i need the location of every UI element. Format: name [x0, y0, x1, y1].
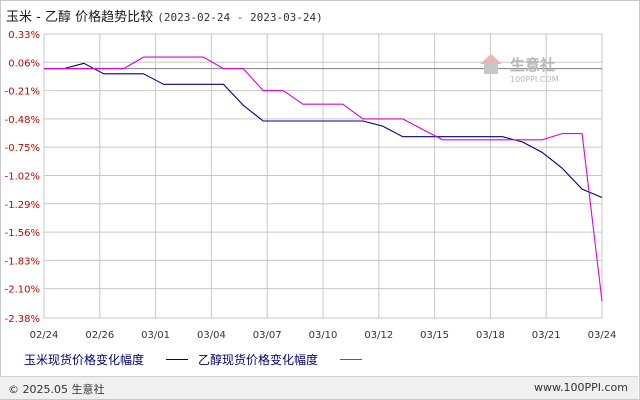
y-tick-label: -1.02% [5, 171, 40, 182]
y-tick-label: -0.75% [5, 143, 40, 154]
watermark-house-body [484, 64, 498, 74]
watermark-house-icon [480, 54, 502, 64]
x-tick-label: 02/24 [30, 330, 59, 341]
legend-ethanol-swatch [340, 359, 362, 360]
x-tick-label: 03/18 [476, 330, 505, 341]
legend-ethanol-label: 乙醇现货价格变化幅度 [198, 353, 319, 367]
series-line-corn [44, 62, 603, 199]
y-tick-label: -1.83% [5, 256, 40, 267]
x-tick-label: 03/15 [420, 330, 449, 341]
chart-date-range: (2023-02-24 - 2023-03-24) [157, 11, 323, 24]
x-tick-label: 03/07 [253, 330, 282, 341]
y-tick-label: -2.38% [5, 314, 40, 325]
legend-corn-swatch [166, 359, 188, 360]
y-tick-label: 0.33% [8, 30, 40, 41]
footer-copyright: © 2025.05 生意社 [8, 383, 105, 396]
y-tick-label: -0.21% [5, 87, 40, 98]
chart-title-text: 玉米 - 乙醇 价格趋势比较 [6, 10, 154, 25]
x-tick-label: 03/21 [532, 330, 561, 341]
series-line-ethanol [44, 56, 603, 302]
y-tick-label: 0.06% [8, 58, 40, 69]
y-tick-label: -1.29% [5, 200, 40, 211]
footer-url[interactable]: www.100PPI.com [534, 381, 628, 394]
x-tick-label: 03/04 [197, 330, 226, 341]
watermark-brand: 生意社 [510, 56, 555, 74]
x-tick-label: 03/10 [309, 330, 338, 341]
y-tick-label: -2.10% [5, 285, 40, 296]
x-tick-label: 03/24 [588, 330, 617, 341]
x-tick-label: 03/01 [141, 330, 170, 341]
y-tick-label: -1.56% [5, 228, 40, 239]
x-tick-label: 02/26 [85, 330, 114, 341]
x-tick-label: 03/12 [364, 330, 393, 341]
footer-bar: © 2025.05 生意社 www.100PPI.com [0, 376, 638, 399]
legend-corn-label: 玉米现货价格变化幅度 [24, 353, 145, 367]
watermark-url: 100PPI.COM [510, 75, 559, 84]
y-tick-label: -0.48% [5, 115, 40, 126]
chart-title: 玉米 - 乙醇 价格趋势比较 (2023-02-24 - 2023-03-24) [6, 6, 323, 25]
